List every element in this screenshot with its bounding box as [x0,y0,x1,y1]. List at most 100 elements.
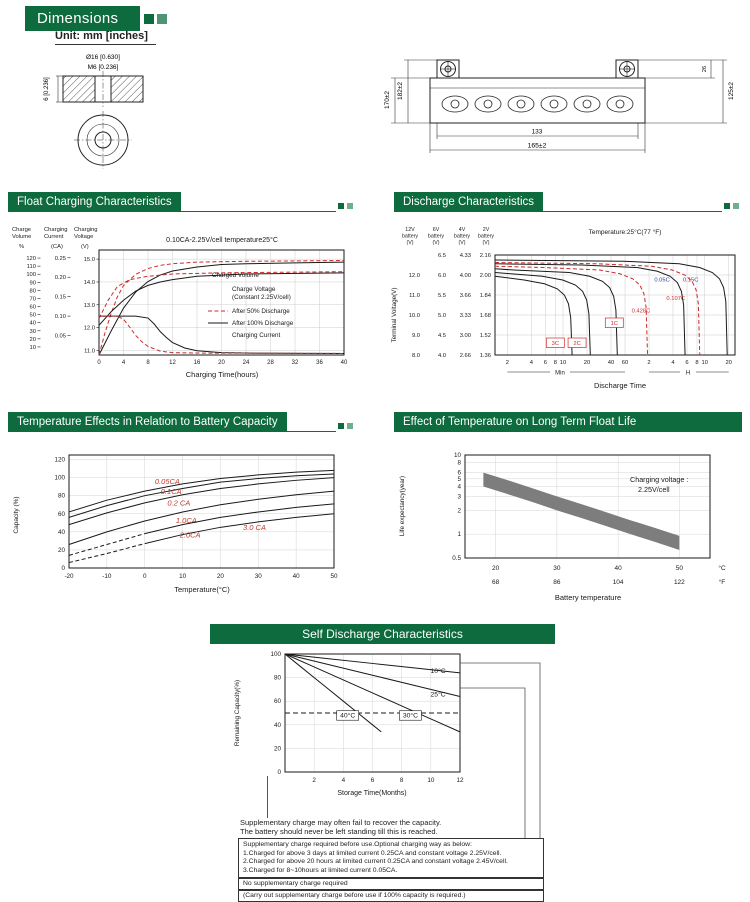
svg-text:20: 20 [217,573,225,580]
svg-text:20: 20 [725,360,731,366]
svg-text:110: 110 [27,264,36,270]
svg-text:8.0: 8.0 [412,353,420,359]
svg-text:20: 20 [30,337,36,343]
svg-text:80: 80 [58,493,66,500]
svg-text:After 50% Discharge: After 50% Discharge [232,308,290,315]
svg-text:0.05C: 0.05C [654,277,669,283]
terminal-drawing: Ø16 [0.630] M6 [0.236] 6 [0.236] [44,54,144,169]
svg-text:0.5: 0.5 [452,555,461,562]
svg-text:32: 32 [292,360,299,366]
svg-text:5.5: 5.5 [438,293,446,299]
svg-text:10°C: 10°C [431,667,446,675]
svg-text:Charging Current: Charging Current [232,332,281,339]
svg-text:10: 10 [427,777,435,784]
svg-text:(Constant 2.25V/cell): (Constant 2.25V/cell) [232,294,291,301]
terminal-diameter-label: Ø16 [0.630] [86,54,120,61]
svg-text:1.52: 1.52 [480,333,491,339]
svg-text:20: 20 [584,360,590,366]
svg-text:5.0: 5.0 [438,313,446,319]
svg-text:80: 80 [274,675,282,682]
decor-square-icon [338,203,344,209]
decor-square-icon [347,423,353,429]
svg-text:2C: 2C [573,341,580,347]
svg-text:Storage Time(Months): Storage Time(Months) [337,790,406,797]
svg-text:50: 50 [330,573,338,580]
svg-text:10: 10 [30,345,36,351]
svg-text:5: 5 [457,476,461,483]
svg-text:°C: °C [718,564,726,572]
svg-text:30°C: 30°C [403,712,418,720]
svg-text:30: 30 [255,573,263,580]
svg-text:25°C: 25°C [431,690,446,698]
svg-text:36: 36 [316,360,323,366]
self-discharge-note: Supplementary charge may often fail to r… [240,818,441,836]
unit-label: Unit: mm [inches] [55,30,156,45]
svg-text:4.0: 4.0 [438,353,446,359]
svg-text:100: 100 [26,272,36,278]
svg-text:90: 90 [30,280,36,286]
svg-text:Remaining Capacity(%): Remaining Capacity(%) [234,680,241,746]
svg-text:6V: 6V [433,227,440,233]
svg-text:1.68: 1.68 [480,313,491,319]
note-line-1: Supplementary charge may often fail to r… [240,818,442,827]
svg-text:3.66: 3.66 [460,293,471,299]
svg-text:13.0: 13.0 [84,303,95,309]
svg-text:30: 30 [553,565,561,572]
svg-text:battery: battery [478,234,495,240]
svg-text:15.0: 15.0 [84,257,95,263]
supplementary-box-title: Supplementary charge required before use… [243,841,472,848]
terminal-thread-label: M6 [0.236] [88,64,119,71]
svg-text:6.5: 6.5 [438,253,446,259]
battery-terminal-offset-label: 26 [702,66,708,72]
svg-text:10: 10 [454,452,462,459]
battery-terminals [436,59,639,79]
svg-text:120: 120 [26,256,36,262]
svg-text:4.00: 4.00 [460,273,471,279]
svg-text:40: 40 [30,321,36,327]
svg-text:28: 28 [267,360,274,366]
svg-text:86: 86 [553,579,561,586]
svg-text:40: 40 [274,722,282,729]
svg-text:12V: 12V [405,227,415,233]
dimensions-title: Dimensions [25,6,141,31]
svg-text:1.84: 1.84 [480,293,492,299]
svg-text:0.107C: 0.107C [666,296,685,302]
no-supplementary-box: No supplementary charge required [238,878,544,890]
svg-text:8: 8 [554,360,557,366]
svg-text:battery: battery [402,234,419,240]
svg-text:-10: -10 [102,573,112,580]
svg-text:1.0CA: 1.0CA [176,516,197,525]
svg-text:8: 8 [695,360,698,366]
svg-text:0.15: 0.15 [55,295,66,301]
svg-text:Charging Time(hours): Charging Time(hours) [186,370,259,379]
svg-text:60: 60 [58,511,66,518]
svg-text:8: 8 [457,460,461,467]
vent-caps [441,95,634,113]
svg-text:11.0: 11.0 [84,348,95,354]
svg-text:4: 4 [122,360,126,366]
svg-text:0: 0 [143,573,147,580]
svg-text:Charge: Charge [12,227,31,233]
svg-text:12: 12 [169,360,176,366]
svg-text:Charging voltage :: Charging voltage : [630,475,688,484]
svg-text:-20: -20 [64,573,74,580]
svg-text:0.05: 0.05 [55,334,66,340]
svg-text:104: 104 [613,579,624,586]
svg-text:100: 100 [270,651,281,658]
svg-text:9.0: 9.0 [412,333,420,339]
svg-text:14.0: 14.0 [84,280,95,286]
svg-text:2.0CA: 2.0CA [179,530,201,539]
svg-text:Charge Voltage: Charge Voltage [232,286,276,293]
svg-text:40: 40 [58,529,66,536]
svg-text:0: 0 [97,360,101,366]
dimensions-section-header: Dimensions [25,6,168,31]
svg-text:0.15C: 0.15C [683,277,698,283]
svg-text:1C: 1C [611,321,618,327]
svg-text:6: 6 [544,360,547,366]
svg-text:H: H [686,371,690,377]
svg-text:12.0: 12.0 [84,326,95,332]
callout-connectors [460,662,541,890]
svg-text:Charging: Charging [74,227,98,233]
svg-text:(V): (V) [458,240,465,246]
svg-text:(V): (V) [81,244,89,250]
